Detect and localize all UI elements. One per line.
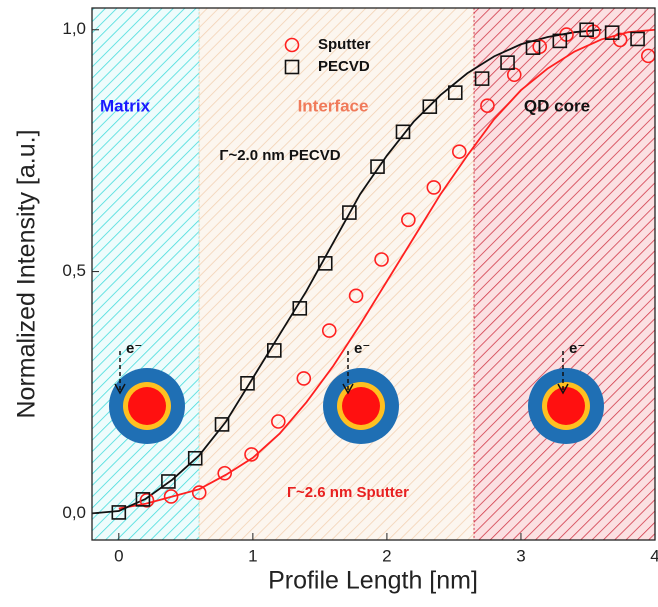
y-tick-label: 1,0 — [62, 19, 86, 38]
x-tick-label: 2 — [382, 546, 391, 565]
data-point — [525, 40, 541, 55]
particle-core — [128, 387, 166, 425]
data-point — [480, 98, 495, 113]
data-point — [292, 301, 308, 316]
data-point — [401, 212, 416, 228]
data-point — [271, 414, 286, 429]
x-tick-label: 4 — [650, 546, 658, 565]
legend-label: PECVD — [318, 58, 370, 75]
data-point — [500, 55, 515, 70]
data-point — [370, 159, 385, 174]
annotation: Γ~2.0 nm PECVD — [219, 147, 340, 164]
electron-arrowhead — [114, 383, 126, 395]
data-point — [422, 99, 438, 114]
legend-label: Sputter — [318, 36, 371, 53]
regions: Matrix Interface QD core e⁻ e⁻ e⁻ — [91, 7, 656, 541]
data-point — [552, 33, 568, 49]
region-label: QD core — [524, 96, 590, 115]
x-axis-title: Profile Length [nm] — [268, 567, 478, 595]
data-point — [630, 31, 645, 47]
data-point — [348, 288, 364, 304]
electron-label: e⁻ — [126, 340, 142, 357]
electron-label: e⁻ — [354, 340, 370, 357]
data-point — [474, 71, 490, 86]
data-point — [447, 85, 463, 100]
annotation: Γ~2.6 nm Sputter — [287, 484, 409, 501]
data-point — [139, 493, 155, 508]
y-tick-label: 0,5 — [62, 261, 86, 280]
data-point — [342, 205, 357, 220]
data-point — [374, 252, 389, 267]
data-point — [240, 376, 255, 391]
data-point — [267, 343, 282, 358]
region-label: Interface — [298, 96, 369, 115]
fit-line — [118, 28, 656, 510]
data-point — [217, 465, 233, 481]
region-label: Matrix — [100, 96, 151, 115]
x-tick-label: 3 — [516, 546, 525, 565]
data-point — [187, 450, 203, 466]
data-point — [426, 180, 442, 195]
region-area — [91, 7, 200, 541]
x-tick-label: 1 — [248, 546, 257, 565]
electron-label: e⁻ — [569, 340, 585, 357]
plot-content — [91, 22, 656, 520]
electron-arrowhead — [342, 383, 354, 395]
electron-arrowhead — [557, 383, 569, 395]
data-point — [111, 505, 127, 520]
data-point — [451, 144, 467, 159]
data-point — [296, 371, 312, 386]
data-point — [214, 417, 230, 432]
data-point — [604, 25, 620, 40]
data-point — [191, 485, 207, 500]
y-tick-label: 0,0 — [62, 503, 86, 522]
plot-frame — [91, 7, 656, 541]
particle-core — [342, 387, 380, 425]
data-point — [395, 124, 411, 140]
data-point — [161, 474, 176, 489]
data-point — [317, 256, 333, 271]
x-tick-label: 0 — [114, 546, 123, 565]
region-area — [473, 7, 656, 541]
particle-core — [547, 387, 585, 425]
data-point — [284, 37, 300, 53]
data-point — [163, 489, 179, 504]
data-point — [579, 22, 594, 38]
data-point — [135, 492, 151, 507]
data-point — [284, 59, 300, 75]
data-point — [321, 323, 337, 338]
data-point — [244, 447, 259, 462]
region-area — [198, 7, 475, 541]
y-axis-title: Normalized Intensity [a.u.] — [13, 129, 41, 418]
